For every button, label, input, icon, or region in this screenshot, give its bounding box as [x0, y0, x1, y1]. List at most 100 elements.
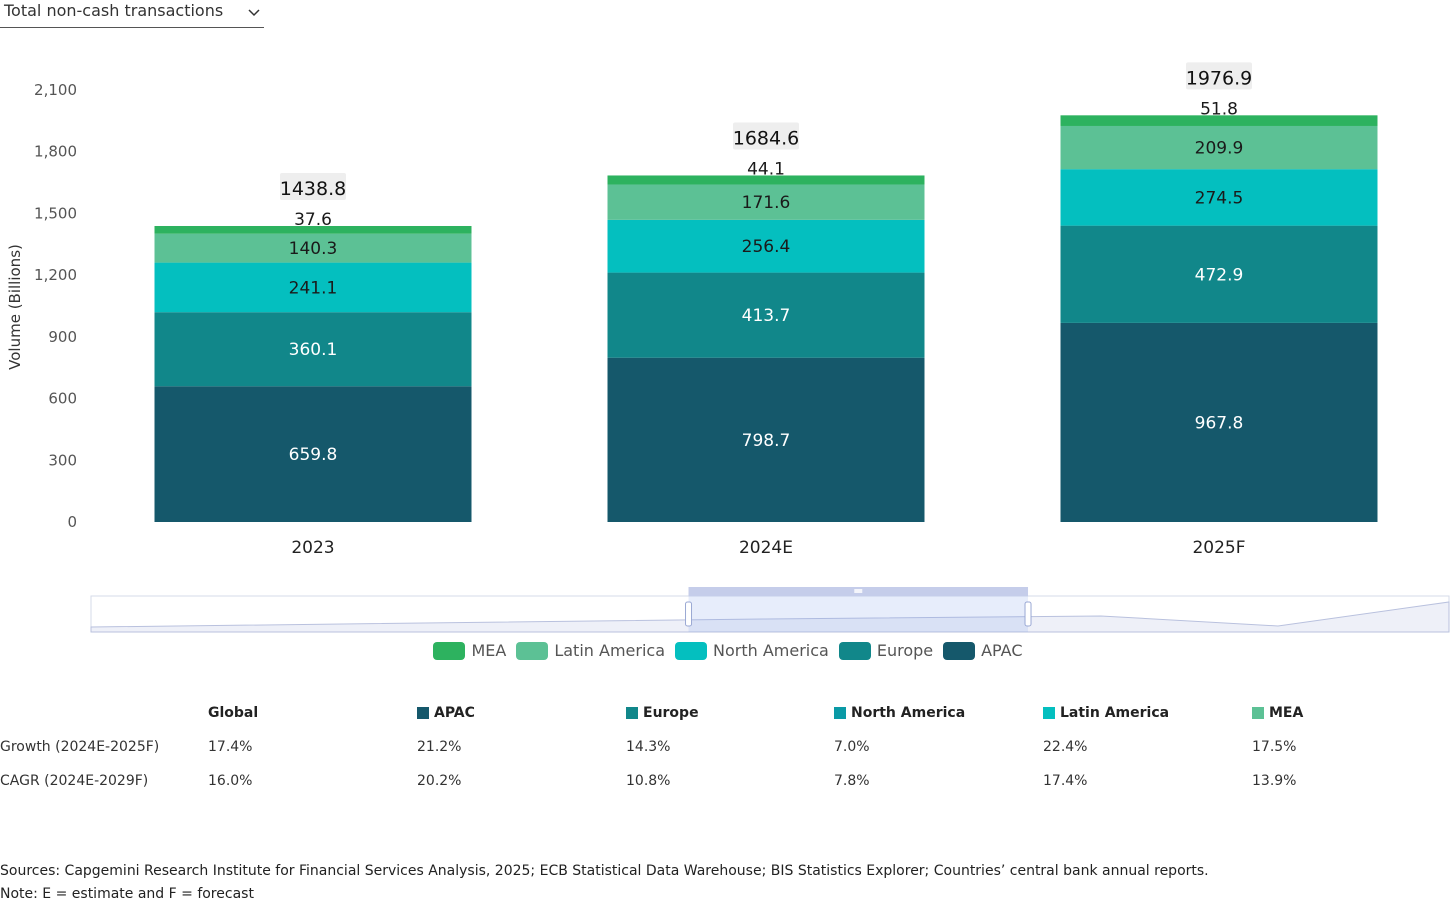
table-header-label: MEA [1269, 705, 1304, 721]
datazoom-left-handle[interactable] [685, 601, 693, 627]
data-label: 659.8 [289, 445, 338, 465]
data-label: 413.7 [742, 306, 791, 326]
table-header-label: APAC [434, 705, 475, 721]
table-header-cell: Latin America [1043, 696, 1252, 730]
total-label: 1976.9 [1186, 67, 1252, 89]
x-category-label: 2024E [739, 538, 793, 558]
table-cell: 17.4% [208, 739, 253, 755]
data-label: 472.9 [1195, 265, 1244, 285]
bar-segment-apac[interactable] [154, 386, 472, 522]
bar-segment-europe[interactable] [607, 272, 925, 358]
bar-segment-mea[interactable] [607, 175, 925, 185]
y-axis-title: Volume (Billions) [6, 244, 24, 370]
table-header-label: Global [208, 705, 259, 721]
table-row: CAGR (2024E-2029F) 16.0% 20.2% 10.8% 7.8% 17.… [0, 764, 1452, 798]
chevron-down-icon [248, 9, 260, 17]
metric-dropdown[interactable]: Total non-cash transactions [0, 0, 264, 28]
table-header-cell: MEA [1252, 696, 1452, 730]
table-row: Growth (2024E-2025F) 17.4% 21.2% 14.3% 7.0% 2… [0, 730, 1452, 764]
legend-label: North America [713, 641, 829, 660]
data-label: 274.5 [1195, 188, 1244, 208]
table-cell: 17.4% [1043, 773, 1088, 789]
y-tick-label: 600 [48, 390, 77, 408]
bar-segment-latin-america[interactable] [607, 184, 925, 220]
bar-segment-north-america[interactable] [607, 219, 925, 273]
sources-text: Sources: Capgemini Research Institute fo… [0, 863, 1209, 879]
datazoom-window[interactable] [688, 596, 1029, 632]
data-label: 256.4 [742, 237, 791, 257]
legend-swatch [675, 641, 707, 660]
table-header-cell: Europe [626, 696, 834, 730]
region-color-square [1043, 707, 1055, 719]
stacked-bar-chart: Volume (Billions) 0 300 600 900 1,200 1,500 1,8… [6, 62, 1450, 633]
table-header-cell: Global [208, 696, 417, 730]
table-cell: 10.8% [626, 773, 671, 789]
table-header-cell: North America [834, 696, 1043, 730]
bar-segment-apac[interactable] [1060, 322, 1378, 522]
table-header-cell [0, 696, 208, 730]
y-tick-label: 1,800 [34, 143, 77, 161]
table-cell: 22.4% [1043, 739, 1088, 755]
data-label: 209.9 [1195, 139, 1244, 159]
bar-segment-mea[interactable] [1060, 115, 1378, 126]
bar-segment-north-america[interactable] [1060, 169, 1378, 226]
data-label: 51.8 [1200, 99, 1238, 119]
data-label: 37.6 [294, 210, 332, 230]
legend-item-north-america[interactable]: North America [675, 641, 829, 660]
table-cell: 7.0% [834, 739, 870, 755]
y-tick-label: 1,200 [34, 266, 77, 284]
growth-stats-table: Global APAC Europe North America Latin Ameri… [0, 696, 1452, 798]
grip-icon [854, 589, 863, 593]
footer-notes: Sources: Capgemini Research Institute fo… [0, 860, 1209, 906]
y-tick-label: 1,500 [34, 204, 77, 222]
total-label: 1438.8 [280, 178, 346, 200]
region-color-square [626, 707, 638, 719]
legend-label: MEA [471, 641, 507, 660]
x-category-label: 2025F [1192, 538, 1245, 558]
legend-label: APAC [981, 641, 1023, 660]
table-cell: 16.0% [208, 773, 253, 789]
data-label: 360.1 [289, 340, 338, 360]
bar-segment-latin-america[interactable] [154, 233, 472, 263]
bar-segment-latin-america[interactable] [1060, 125, 1378, 170]
bar-segment-europe[interactable] [1060, 225, 1378, 323]
bar-segment-europe[interactable] [154, 312, 472, 387]
metric-dropdown-label: Total non-cash transactions [4, 1, 224, 20]
table-cell: 17.5% [1252, 739, 1297, 755]
bar-segment-apac[interactable] [607, 357, 925, 522]
y-tick-label: 300 [48, 451, 77, 469]
table-header-row: Global APAC Europe North America Latin Ameri… [0, 696, 1452, 730]
data-label: 171.6 [742, 193, 791, 213]
y-tick-label: 0 [67, 513, 77, 531]
data-label: 798.7 [742, 431, 791, 451]
data-label: 241.1 [289, 278, 338, 298]
y-tick-label: 900 [48, 328, 77, 346]
region-color-square [417, 707, 429, 719]
table-cell: 14.3% [626, 739, 671, 755]
region-color-square [1252, 707, 1264, 719]
legend-swatch [516, 641, 549, 660]
table-cell: 7.8% [834, 773, 870, 789]
bar-segment-mea[interactable] [154, 225, 472, 234]
note-text: Note: E = estimate and F = forecast [0, 886, 254, 902]
total-label-box [280, 172, 346, 200]
table-cell: 21.2% [417, 739, 462, 755]
table-header-label: North America [851, 705, 966, 721]
datazoom-preview-area [90, 601, 1450, 633]
region-color-square [834, 707, 846, 719]
legend-item-apac[interactable]: APAC [943, 641, 1023, 660]
legend-swatch [943, 641, 976, 660]
bar-segment-north-america[interactable] [154, 262, 472, 313]
total-label-box [733, 122, 799, 150]
legend-item-latin-america[interactable]: Latin America [516, 641, 665, 660]
total-label-box [1186, 62, 1252, 90]
x-category-label: 2023 [291, 538, 334, 558]
datazoom-right-handle[interactable] [1024, 601, 1032, 627]
legend-item-mea[interactable]: MEA [433, 641, 506, 660]
legend-swatch [433, 641, 466, 660]
legend-label: Latin America [554, 641, 665, 660]
row-label: CAGR (2024E-2029F) [0, 773, 149, 789]
legend-label: Europe [876, 641, 934, 660]
legend-item-europe[interactable]: Europe [838, 641, 934, 660]
table-header-cell: APAC [417, 696, 626, 730]
